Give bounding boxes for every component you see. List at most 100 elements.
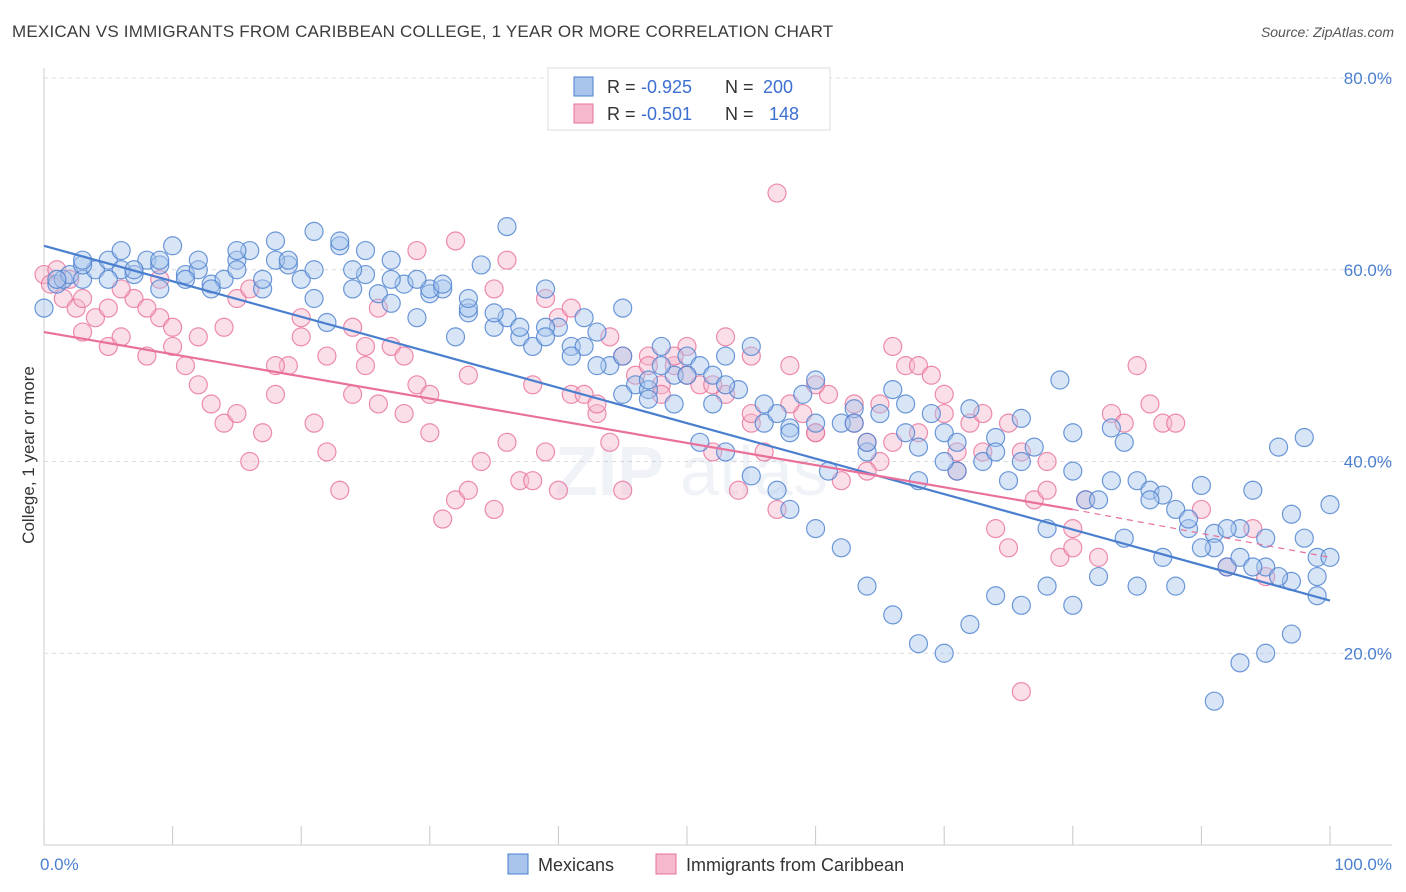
mexicans-point [433,274,453,294]
y-tick-label: 40.0% [1344,453,1392,472]
watermark: ZIP atlas [555,432,828,510]
caribbean-point [1088,547,1109,567]
mexicans-point [1088,566,1109,587]
mexicans-point [1191,538,1212,558]
caribbean-point [265,384,286,404]
mexicans-point [715,442,736,462]
x-tick-label: 0.0% [40,855,79,874]
mexicans-point [973,451,993,472]
mexicans-point [1140,490,1160,510]
caribbean-point [497,250,517,270]
mexicans-point [1011,595,1031,615]
legend-r-value: -0.501 [641,104,692,124]
caribbean-point [973,403,993,424]
mexicans-point [793,384,813,404]
axes [43,68,1392,846]
caribbean-point [53,288,73,309]
caribbean-point [523,471,543,491]
trend-line-caribbean [43,330,1073,511]
mexicans-point [1166,499,1186,520]
y-tick-label: 80.0% [1344,69,1392,88]
caribbean-point [484,279,504,299]
mexicans-point [1204,691,1224,711]
mexicans-point [1063,461,1083,481]
caribbean-point [175,356,196,376]
caribbean-point [998,538,1019,558]
bottom-legend-swatch-mexicans [507,853,529,875]
mexicans-point [986,427,1006,448]
mexicans-point [265,231,286,251]
mexicans-point [458,288,478,309]
source-label: Source: ZipAtlas.com [1260,24,1394,40]
legend-swatch-mexicans [573,76,594,97]
caribbean-point [497,432,517,452]
caribbean-point [1037,451,1057,472]
mexicans-point [1050,370,1070,390]
caribbean-point [163,317,183,337]
mexicans-point [1256,528,1276,548]
mexicans-point [780,418,800,438]
mexicans-point [844,399,864,419]
caribbean-point [613,480,633,500]
mexicans-point [677,365,697,385]
mexicans-point [1243,480,1263,500]
trend-lines [43,244,1331,602]
mexicans-point [1204,523,1224,544]
mexicans-point [587,322,607,342]
mexicans-point [111,240,131,261]
mexicans-point [625,375,646,395]
mexicans-point [214,269,234,289]
caribbean-point [214,413,234,433]
mexicans-point [201,279,221,299]
caribbean-point [600,432,620,452]
caribbean-point [1127,356,1147,376]
mexicans-point [844,413,864,433]
trend-line-mexicans [43,244,1331,602]
mexicans-point [1294,528,1314,548]
mexicans-point [728,379,749,400]
legend-n-label: N = [725,104,754,124]
mexicans-point [420,284,440,304]
y-tick-label: 20.0% [1344,644,1392,663]
mexicans-point [330,236,350,256]
mexicans-point [883,605,903,625]
mexicans-point [1281,624,1302,644]
x-tick-label: 100.0% [1334,855,1392,874]
caribbean-point [1101,403,1121,424]
mexicans-point [343,260,363,280]
caribbean-point [793,403,813,424]
grid-lines [44,77,1392,654]
mexicans-point [638,389,659,409]
caribbean-point [484,499,504,520]
mexicans-point [201,274,221,294]
mexicans-point [150,279,170,299]
caribbean-point [934,384,954,404]
caribbean-point [883,336,903,357]
mexicans-point [1320,547,1340,567]
mexicans-point [574,308,594,328]
caribbean-point [72,322,93,342]
mexicans-point [651,336,671,357]
caribbean-point [780,394,800,414]
caribbean-point [214,317,234,337]
caribbean-point [163,336,183,357]
mexicans-point [150,250,170,270]
mexicans-point [947,432,967,452]
legend-r-label: R = [607,104,636,124]
caribbean-point [407,375,427,395]
caribbean-point [433,509,453,529]
mexicans-point [163,236,183,256]
mexicans-point [497,308,517,328]
caribbean-point [870,451,890,472]
mexicans-point [278,255,298,275]
mexicans-point [420,279,440,299]
legend-n-value: 200 [763,77,793,97]
caribbean-point [34,264,54,285]
mexicans-point [767,480,787,500]
caribbean-point [960,413,980,433]
caribbean-point [445,231,466,251]
mexicans-point [754,394,774,414]
caribbean-point [368,394,388,414]
caribbean-point [548,480,569,500]
mexicans-point [1101,471,1121,491]
